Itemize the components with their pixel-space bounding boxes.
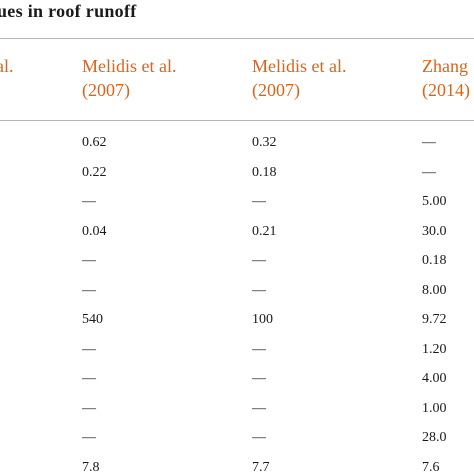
column-header-line: (2014) [422, 80, 470, 100]
table-row: — — 1.20 [0, 340, 474, 370]
table-cell: — [82, 371, 96, 386]
table-cell: — [82, 341, 96, 357]
table-cell: 0.62 [82, 135, 107, 150]
table-cell: 0.04 [82, 223, 107, 239]
table-cell: 0.32 [252, 135, 277, 150]
table-row: — — 4.00 [0, 369, 474, 399]
table-cell: — [252, 282, 266, 298]
table-body: 0.62 0.32 — 0.22 0.18 — — — 5.00 0.04 0.… [0, 133, 474, 474]
table-cell: — [252, 341, 266, 357]
table-row: — — 1.00 [0, 399, 474, 429]
column-header-0: al. [0, 54, 14, 78]
table-cell: 0.21 [252, 223, 277, 239]
table-cell: — [82, 253, 96, 268]
table-top-rule [0, 38, 474, 39]
column-header-1: Melidis et al. (2007) [82, 54, 176, 102]
table-cell: — [82, 282, 96, 298]
table-cell: 9.72 [422, 312, 447, 327]
column-header-line: al. [0, 56, 14, 76]
table-cell: — [82, 194, 96, 209]
table-cell: — [422, 135, 436, 150]
table-row: — — 5.00 [0, 192, 474, 222]
table-cell: 5.00 [422, 194, 447, 209]
table-cell: — [252, 194, 266, 209]
table-cell: — [422, 164, 436, 180]
table-cell: 1.00 [422, 400, 447, 416]
table-cell: 0.22 [82, 164, 107, 180]
column-header-line: Melidis et al. [252, 56, 347, 76]
table-cell: 1.20 [422, 341, 447, 357]
table-row: — — 0.18 [0, 251, 474, 281]
column-header-line: Zhang [422, 56, 468, 76]
table-cell: 4.00 [422, 371, 447, 386]
table-cell: 0.18 [422, 253, 447, 268]
table-cell: 540 [82, 312, 103, 327]
column-header-2: Melidis et al. (2007) [252, 54, 346, 102]
table-cell: — [252, 253, 266, 268]
table-cell: — [252, 371, 266, 386]
table-cell: 8.00 [422, 282, 447, 298]
table-row: 7.8 7.7 7.6 [0, 458, 474, 474]
table-cell: — [252, 430, 266, 445]
table-row: 0.62 0.32 — [0, 133, 474, 163]
table-cell: 7.7 [252, 459, 270, 474]
table-cell: 0.18 [252, 164, 277, 180]
column-header-line: (2007) [82, 80, 130, 100]
table-cell: — [82, 400, 96, 416]
table-cell: 28.0 [422, 430, 447, 445]
table-cell: 100 [252, 312, 273, 327]
table-cell: 7.6 [422, 459, 440, 474]
table-cell: 7.8 [82, 459, 100, 474]
table-caption: ues in roof runoff [0, 1, 137, 21]
header-divider-rule [0, 120, 474, 121]
table-row: — — 8.00 [0, 281, 474, 311]
table-cell: 30.0 [422, 223, 447, 239]
table-cell: — [252, 400, 266, 416]
column-header-3: Zhang (2014) [422, 54, 470, 102]
column-header-line: (2007) [252, 80, 300, 100]
table-row: 0.04 0.21 30.0 [0, 222, 474, 252]
table-row: 0.22 0.18 — [0, 163, 474, 193]
table-row: 540 100 9.72 [0, 310, 474, 340]
table-row: — — 28.0 [0, 428, 474, 458]
column-header-line: Melidis et al. [82, 56, 177, 76]
table-cell: — [82, 430, 96, 445]
